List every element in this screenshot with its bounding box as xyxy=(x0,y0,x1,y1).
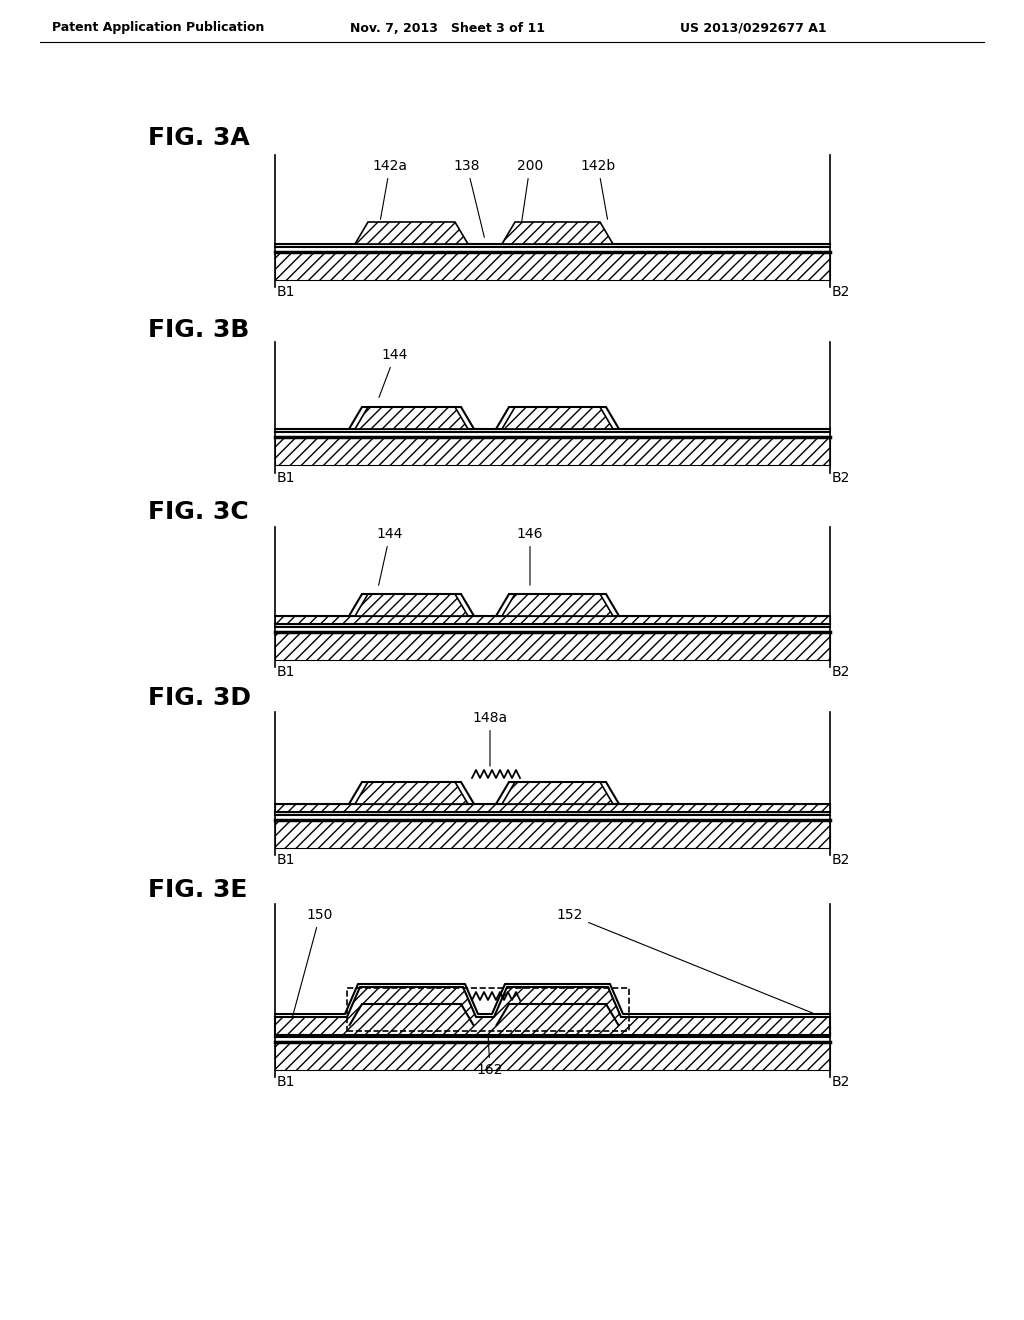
Bar xyxy=(275,252,830,280)
Text: FIG. 3A: FIG. 3A xyxy=(148,125,250,150)
Text: 144: 144 xyxy=(377,527,403,585)
Text: FIG. 3C: FIG. 3C xyxy=(148,500,249,524)
Text: 152: 152 xyxy=(557,908,812,1012)
Polygon shape xyxy=(355,594,468,616)
Text: B2: B2 xyxy=(831,665,850,678)
Polygon shape xyxy=(355,222,468,244)
Text: 142a: 142a xyxy=(373,158,408,219)
Text: FIG. 3D: FIG. 3D xyxy=(148,686,251,710)
Text: 142b: 142b xyxy=(581,158,615,219)
Polygon shape xyxy=(502,594,613,616)
Bar xyxy=(347,987,629,1031)
Text: B2: B2 xyxy=(831,853,850,867)
Polygon shape xyxy=(502,781,613,804)
Text: US 2013/0292677 A1: US 2013/0292677 A1 xyxy=(680,21,826,34)
Text: 138: 138 xyxy=(454,158,484,238)
Text: 148a: 148a xyxy=(472,711,508,766)
Text: Nov. 7, 2013   Sheet 3 of 11: Nov. 7, 2013 Sheet 3 of 11 xyxy=(350,21,545,34)
Polygon shape xyxy=(355,781,468,804)
Text: B1: B1 xyxy=(278,471,296,484)
Bar xyxy=(275,1026,830,1034)
Polygon shape xyxy=(275,987,830,1035)
Text: 162: 162 xyxy=(477,1036,503,1077)
Text: B2: B2 xyxy=(831,471,850,484)
Polygon shape xyxy=(355,407,468,429)
Bar xyxy=(275,804,830,812)
Text: B1: B1 xyxy=(278,665,296,678)
Bar xyxy=(275,632,830,660)
Bar xyxy=(275,616,830,624)
Bar xyxy=(275,437,830,465)
Text: B1: B1 xyxy=(278,285,296,300)
Text: 200: 200 xyxy=(517,158,543,230)
Polygon shape xyxy=(502,222,613,244)
Text: FIG. 3E: FIG. 3E xyxy=(148,878,248,902)
Text: FIG. 3B: FIG. 3B xyxy=(148,318,250,342)
Text: B1: B1 xyxy=(278,853,296,867)
Text: B1: B1 xyxy=(278,1074,296,1089)
Text: 150: 150 xyxy=(291,908,333,1023)
Bar xyxy=(275,820,830,847)
Polygon shape xyxy=(502,407,613,429)
Polygon shape xyxy=(502,1005,613,1026)
Text: B2: B2 xyxy=(831,1074,850,1089)
Bar xyxy=(275,1041,830,1071)
Text: 144: 144 xyxy=(379,348,409,397)
Text: 146: 146 xyxy=(517,527,544,585)
Text: Patent Application Publication: Patent Application Publication xyxy=(52,21,264,34)
Text: B2: B2 xyxy=(831,285,850,300)
Polygon shape xyxy=(355,1005,468,1026)
